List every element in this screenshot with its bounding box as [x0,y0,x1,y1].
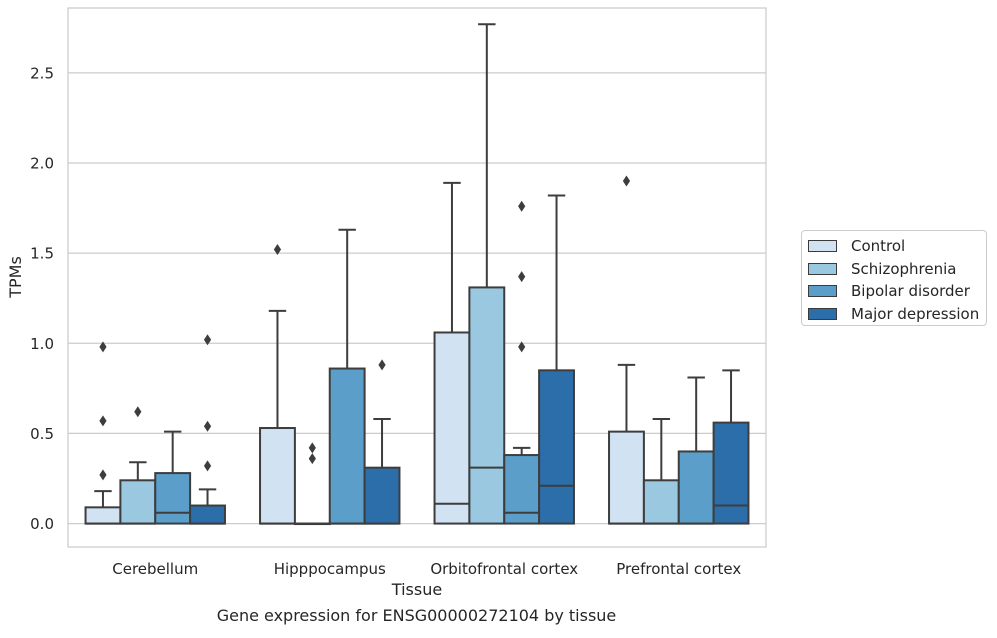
outlier-point [308,442,316,454]
x-tick-label: Hipppocampus [274,560,386,578]
legend: Control Schizophrenia Bipolar disorder M… [801,230,987,326]
box-0-2 [154,430,192,525]
y-tick-label: 1.5 [30,245,54,263]
legend-label: Control [851,237,906,256]
outlier-point [134,406,142,418]
box-1-0 [259,244,296,525]
legend-item-bipolar-disorder: Bipolar disorder [808,280,980,303]
outlier-point [308,453,316,465]
box-3-0 [608,175,645,525]
outlier-point [203,420,212,432]
outlier-point [518,271,526,283]
outlier-point [99,341,107,353]
x-tick-label: Orbitofrontal cortex [430,560,578,578]
box-0-1 [119,406,157,525]
plot-frame [67,7,767,548]
legend-label: Schizophrenia [851,259,957,278]
box-body [328,367,366,525]
legend-label: Bipolar disorder [851,282,970,301]
box-2-1 [468,23,506,525]
box-1-3 [363,359,401,525]
legend-swatch [808,285,837,298]
y-tick-label: 0.0 [30,515,54,533]
box-body [363,466,401,525]
box-0-0 [84,341,122,525]
box-1-2 [328,228,366,525]
outlier-point [99,415,107,427]
y-tick-labels: 0.0 0.5 1.0 1.5 2.0 2.5 [30,64,54,533]
outlier-point [99,469,107,481]
legend-label: Major depression [851,304,980,323]
y-tick-label: 2.5 [30,64,54,82]
outlier-point [518,341,526,353]
box-body [119,479,157,525]
x-tick-label: Prefrontal cortex [616,560,741,578]
legend-item-control: Control [808,235,980,258]
box-body [259,427,296,525]
box-2-0 [433,181,471,525]
boxes [84,23,750,526]
box-body [608,430,645,525]
box-body [468,286,506,525]
outlier-point [622,175,631,187]
box-2-2 [503,200,541,525]
box-body [677,450,715,525]
legend-item-schizophrenia: Schizophrenia [808,258,980,281]
legend-swatch [808,240,837,253]
box-body [154,472,192,525]
y-tick-label: 1.0 [30,335,54,353]
outlier-point [378,359,386,371]
legend-swatch [808,307,837,320]
box-3-1 [642,418,680,525]
y-tick-label: 2.0 [30,155,54,173]
x-tick-label: Cerebellum [112,560,198,578]
outlier-point [518,200,526,212]
outlier-point [203,334,212,346]
box-3-2 [677,376,715,525]
box-body [538,369,575,525]
outlier-point [203,460,212,472]
legend-swatch [808,262,837,275]
box-body [189,504,226,525]
x-axis-label: Tissue [391,580,442,599]
box-body [84,506,122,525]
box-2-3 [538,194,575,525]
box-3-3 [712,369,750,525]
figure-caption: Gene expression for ENSG00000272104 by t… [216,606,617,625]
legend-item-major-depression: Major depression [808,303,980,326]
outlier-point [273,244,282,256]
box-body [433,331,471,525]
x-tick-labels: Cerebellum Hipppocampus Orbitofrontal cort… [112,560,741,578]
y-axis-label: TPMs [6,256,25,299]
box-body [642,479,680,525]
y-tick-label: 0.5 [30,425,54,443]
box-body [712,421,750,525]
box-0-3 [189,334,226,525]
box-1-1 [293,442,331,526]
